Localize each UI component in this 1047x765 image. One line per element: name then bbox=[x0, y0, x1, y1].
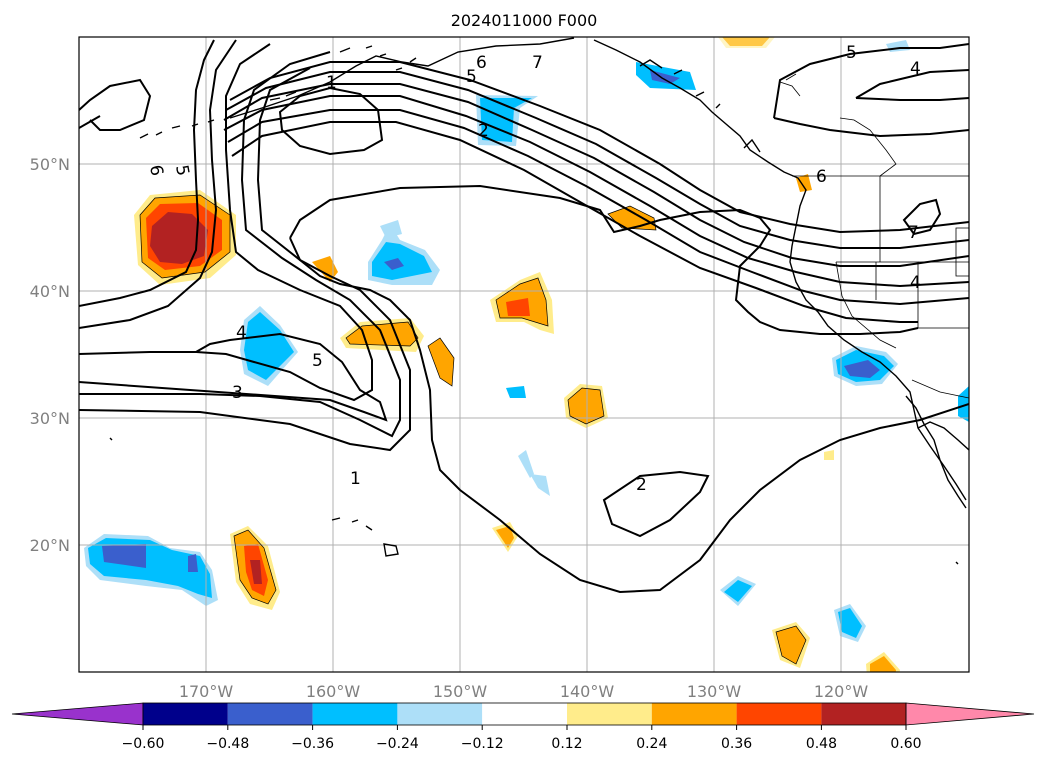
contour-label: 7 bbox=[532, 53, 543, 73]
colorbar-tick-label: −0.60 bbox=[122, 736, 165, 752]
shade-blob bbox=[824, 450, 834, 460]
colorbar-extend-high bbox=[905, 702, 1035, 726]
lat-label: 40°N bbox=[30, 282, 70, 301]
contour-label: 5 bbox=[846, 43, 857, 63]
colorbar-tick-label: 0.12 bbox=[551, 736, 582, 752]
shade-blob bbox=[244, 312, 294, 380]
map-frame bbox=[78, 36, 970, 673]
shaded-fields bbox=[84, 37, 969, 672]
contours bbox=[79, 39, 969, 594]
lon-label: 150°W bbox=[433, 682, 488, 701]
colorbar-tick-label: 0.60 bbox=[890, 736, 921, 752]
shade-blob bbox=[506, 298, 530, 316]
lon-label: 140°W bbox=[560, 682, 615, 701]
colorbar-bin bbox=[397, 703, 483, 725]
lon-label: 170°W bbox=[179, 682, 234, 701]
lat-label: 30°N bbox=[30, 409, 70, 428]
contour-label: 6 bbox=[145, 163, 167, 177]
shade-blob bbox=[150, 212, 208, 264]
shade-blob bbox=[372, 242, 432, 280]
colorbar-ticks bbox=[142, 725, 907, 730]
shade-blob bbox=[568, 388, 604, 424]
contour-label: 2 bbox=[636, 475, 647, 495]
contour-label: 1 bbox=[350, 469, 361, 489]
contour-label: 3 bbox=[232, 383, 243, 403]
shade-blob bbox=[838, 608, 862, 638]
colorbar-bin bbox=[567, 703, 652, 725]
shade-blob bbox=[102, 544, 146, 568]
colorbar-bin bbox=[482, 703, 567, 725]
shade-blob bbox=[518, 450, 534, 478]
shade-blob bbox=[844, 360, 880, 378]
shade-blob bbox=[506, 386, 526, 398]
shade-blob bbox=[480, 98, 532, 142]
colorbar-bin bbox=[736, 703, 822, 725]
lon-axis-labels: 170°W 160°W 150°W 140°W 130°W 120°W bbox=[179, 682, 869, 701]
contour-label: 1 bbox=[326, 73, 337, 93]
shade-blob bbox=[380, 220, 402, 238]
contour-label: 6 bbox=[816, 167, 827, 187]
shade-blob bbox=[650, 70, 680, 84]
colorbar-extend-low bbox=[11, 702, 144, 726]
coastlines bbox=[109, 37, 969, 565]
colorbar-frame bbox=[142, 702, 907, 726]
contour-label: 4 bbox=[910, 273, 921, 293]
colorbar-tick-label: −0.24 bbox=[376, 736, 419, 752]
contour-label: 5 bbox=[466, 67, 477, 87]
colorbar-tick-label: −0.48 bbox=[206, 736, 249, 752]
shade-blob bbox=[608, 206, 656, 230]
lat-label: 50°N bbox=[30, 155, 70, 174]
contour-label: 4 bbox=[236, 323, 247, 343]
blob-outlines bbox=[139, 194, 807, 665]
shade-blob bbox=[250, 560, 262, 584]
colorbar-tick-label: −0.36 bbox=[291, 736, 334, 752]
shade-blob bbox=[496, 526, 514, 548]
shade-blob bbox=[530, 474, 550, 496]
contour-label: 5 bbox=[312, 351, 323, 371]
shade-blob bbox=[870, 656, 896, 672]
colorbar-bin bbox=[312, 703, 398, 725]
map-title: 2024011000 F000 bbox=[451, 11, 598, 30]
graticule bbox=[79, 37, 969, 672]
shade-blob bbox=[958, 386, 969, 422]
colorbar-bin bbox=[651, 703, 737, 725]
contour-labels: 6 5 1 6 7 5 2 5 4 6 7 4 4 5 3 1 2 bbox=[145, 43, 921, 495]
shade-blob bbox=[718, 37, 775, 48]
lat-label: 20°N bbox=[30, 536, 70, 555]
colorbar-tick-label: 0.36 bbox=[721, 736, 752, 752]
colorbar-bin bbox=[821, 703, 907, 725]
contour-label: 7 bbox=[908, 223, 919, 243]
lon-label: 120°W bbox=[814, 682, 869, 701]
shade-blob bbox=[796, 174, 812, 192]
contour-label: 6 bbox=[476, 53, 487, 73]
lon-label: 130°W bbox=[687, 682, 742, 701]
shade-blob bbox=[428, 338, 454, 386]
colorbar-bin bbox=[143, 703, 228, 725]
colorbar: −0.60 −0.48 −0.36 −0.24 −0.12 0.12 0.24 … bbox=[11, 702, 1035, 752]
shade-blob bbox=[776, 626, 806, 664]
colorbar-tick-label: −0.12 bbox=[461, 736, 504, 752]
contour-label: 5 bbox=[171, 163, 193, 177]
lat-axis-labels: 50°N 40°N 30°N 20°N bbox=[30, 155, 70, 555]
colorbar-tick-label: 0.24 bbox=[636, 736, 667, 752]
shade-blob bbox=[384, 258, 404, 270]
colorbar-tick-label: 0.48 bbox=[806, 736, 837, 752]
shade-blob bbox=[724, 580, 752, 602]
contour-label: 2 bbox=[478, 121, 489, 141]
shade-blob bbox=[188, 554, 198, 572]
borders bbox=[779, 73, 969, 399]
shade-blob bbox=[312, 256, 338, 282]
contour-label: 4 bbox=[910, 59, 921, 79]
colorbar-bin bbox=[227, 703, 313, 725]
map-area: 6 5 1 6 7 5 2 5 4 6 7 4 4 5 3 1 2 bbox=[79, 37, 969, 672]
lon-label: 160°W bbox=[306, 682, 361, 701]
